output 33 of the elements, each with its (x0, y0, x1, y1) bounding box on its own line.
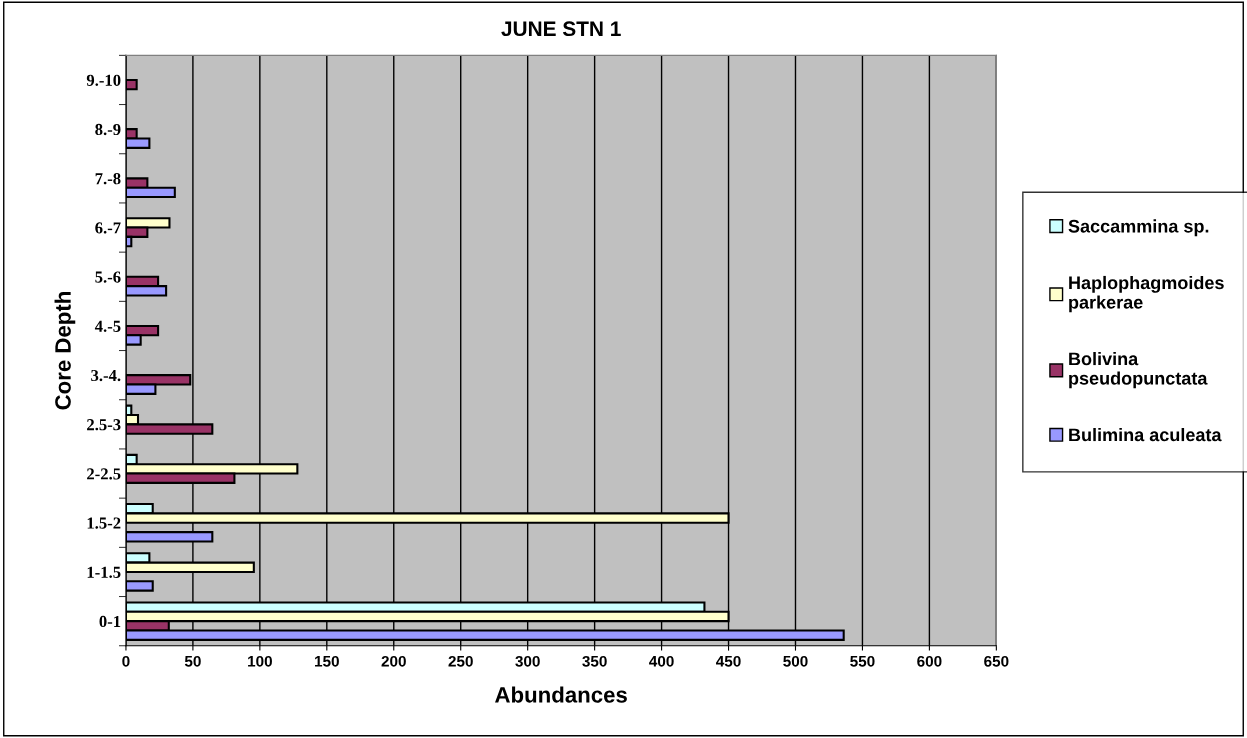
y-tick-label: 1-1.5 (87, 566, 121, 578)
x-tick-label: 100 (248, 655, 272, 667)
chart-title: JUNE STN 1 (501, 21, 621, 37)
y-tick-label: 5.-6 (95, 271, 121, 283)
y-tick-label: 0-1 (99, 615, 121, 628)
x-tick-label: 500 (783, 655, 808, 667)
x-tick-label: 450 (716, 655, 741, 667)
x-tick-label: 650 (984, 655, 1009, 667)
legend-label: Bolivina pseudopunctata (1069, 352, 1208, 389)
legend-label: Haplophagmoides parkerae (1069, 275, 1224, 313)
x-tick-label: 400 (649, 655, 674, 667)
x-tick-label: 0 (122, 655, 130, 667)
y-tick-label: 4.-5 (94, 320, 121, 332)
x-tick-label: 350 (582, 655, 607, 667)
y-tick-label: 2.5-3 (87, 419, 121, 431)
y-tick-label: 2-2.5 (87, 468, 121, 480)
y-tick-label: 9.-10 (86, 74, 121, 86)
x-tick-label: 550 (850, 655, 875, 667)
x-tick-label: 600 (917, 655, 942, 667)
x-tick-label: 300 (515, 655, 540, 667)
x-tick-label: 150 (315, 655, 339, 667)
y-tick-label: 6.-7 (95, 222, 121, 234)
y-tick-label: 8.-9 (95, 123, 121, 136)
y-tick-label: 7.-8 (95, 173, 121, 185)
x-tick-label: 50 (184, 655, 201, 667)
legend-label: Bulimina aculeata (1069, 428, 1222, 442)
x-tick-label: 250 (448, 655, 473, 667)
x-axis-title: Abundances (495, 686, 627, 703)
y-tick-label: 1.5-2 (87, 517, 121, 529)
y-axis-title: Core Depth (54, 292, 76, 410)
legend-label: Saccammina sp. (1068, 219, 1209, 237)
x-tick-label: 200 (381, 655, 406, 667)
y-tick-label: 3.-4. (91, 369, 121, 382)
